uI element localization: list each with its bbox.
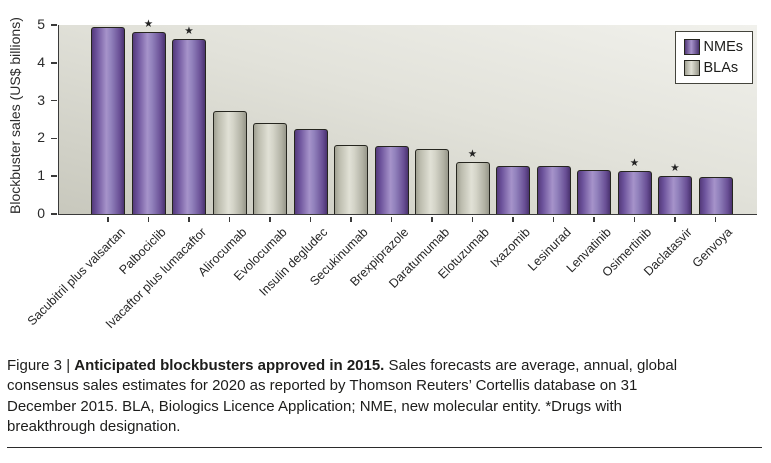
bar-slot: Daratumumab (386, 25, 452, 291)
bar-slot: Evolocumab (231, 25, 290, 284)
bar-slot: Insulin degludec (257, 25, 330, 299)
caption-prefix: Figure 3 | (7, 357, 75, 374)
y-tick-label: 3 (37, 91, 45, 108)
legend-item-nmes: NMEs (683, 39, 743, 55)
chart-bar (496, 165, 530, 214)
y-tick-mark (51, 99, 57, 102)
chart-legend: NMEs BLAs (674, 31, 753, 84)
nme-color-swatch (683, 39, 700, 55)
chart-bar: ★ (658, 162, 692, 214)
y-axis: 0 1 2 3 4 5 (0, 16, 58, 221)
bar-slot: Genvoya (690, 25, 735, 270)
legend-item-blas: BLAs (683, 60, 743, 76)
chart-bar: ★ (455, 148, 490, 214)
breakthrough-star-icon: ★ (467, 147, 478, 160)
breakthrough-star-icon: ★ (629, 156, 640, 169)
figure-caption: Figure 3 | Anticipated blockbusters appr… (7, 356, 699, 438)
bar-slot: ★ Palbociclib (116, 18, 168, 277)
chart-bar (212, 110, 247, 214)
chart-bar (698, 176, 733, 214)
bla-color-swatch (683, 60, 700, 76)
bar-slot: Secukinumab (307, 25, 371, 288)
legend-label-nmes: NMEs (703, 39, 743, 55)
y-tick-mark (51, 24, 57, 26)
y-tick-mark (51, 175, 57, 177)
plot-area: Sacubitril plus valsartan ★ Palbociclib ★ Iv… (25, 18, 757, 331)
bar-slot: ★ Elotuzumab (436, 25, 493, 282)
x-axis-label: Genvoya (690, 225, 736, 271)
chart-bar (91, 26, 125, 214)
chart-bar: ★ (172, 25, 206, 214)
bar-slot: Alirocumab (195, 25, 249, 279)
bar-slot: Sacubitril plus valsartan (25, 25, 128, 328)
y-tick-mark (51, 137, 57, 140)
legend-label-blas: BLAs (703, 60, 739, 76)
breakthrough-star-icon: ★ (143, 17, 154, 30)
y-tick-label: 0 (37, 205, 45, 221)
breakthrough-star-icon: ★ (184, 25, 194, 37)
caption-body: Sales forecasts are average, annual, glo… (7, 357, 678, 436)
bar-slot: Ixazomib (488, 25, 533, 270)
chart-bar (253, 122, 287, 214)
chart-bar (334, 144, 368, 214)
chart-bar (536, 166, 571, 214)
y-tick-label: 4 (37, 53, 45, 70)
bar-slot: ★ Ivacaftor plus lumacaftor (103, 25, 209, 331)
bar-slot: ★ Osimertinib (600, 25, 655, 280)
chart-bar (293, 128, 328, 214)
bar-slot: ★ Daclatasvir (641, 25, 695, 278)
chart-bar (415, 148, 449, 214)
bars-row: Sacubitril plus valsartan ★ Palbociclib ★ Iv… (25, 18, 757, 331)
y-tick-label: 5 (37, 16, 45, 32)
bar-slot: Lesinurad (525, 25, 573, 274)
bar-slot: Brexpiprazole (347, 25, 411, 289)
chart-bar (374, 145, 409, 214)
y-tick-label: 1 (37, 167, 45, 184)
bar-slot: Lenvatinib (564, 25, 614, 275)
y-tick-mark (51, 213, 57, 215)
chart-bar (577, 169, 611, 214)
chart-bar: ★ (131, 18, 166, 214)
y-tick-label: 2 (37, 129, 45, 146)
chart-bar: ★ (617, 157, 652, 214)
bottom-rule (7, 447, 762, 448)
caption-title: Anticipated blockbusters approved in 201… (74, 357, 385, 374)
breakthrough-star-icon: ★ (670, 162, 680, 175)
y-tick-mark (51, 62, 57, 64)
